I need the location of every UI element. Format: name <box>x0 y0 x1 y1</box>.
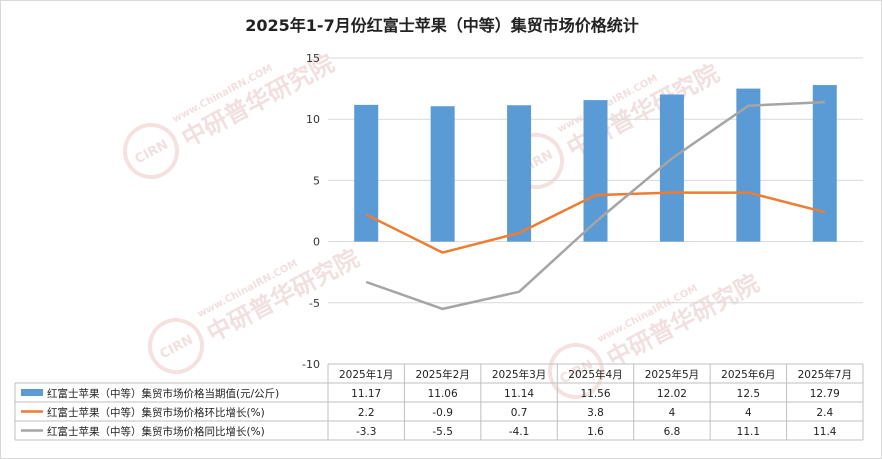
data-label: 12.02 <box>657 388 687 400</box>
legend-entry: 红富士苹果（中等）集贸市场价格同比增长(%) <box>47 425 265 438</box>
data-label: 2.2 <box>358 407 375 419</box>
chart-title: 2025年1-7月份红富士苹果（中等）集贸市场价格统计 <box>245 16 638 35</box>
data-label: 11.1 <box>737 426 760 438</box>
data-label: 11.4 <box>813 426 837 438</box>
y-tick-label: 10 <box>306 113 320 126</box>
watermark-logo-ring <box>148 318 204 374</box>
data-label: 4 <box>669 407 676 419</box>
data-label: 11.06 <box>428 388 458 400</box>
y-tick-label: -5 <box>309 297 320 310</box>
y-tick-label: 15 <box>306 52 320 65</box>
bar <box>736 88 761 242</box>
y-tick-label: -10 <box>302 358 320 371</box>
data-table: 2025年1月 2025年2月 2025年3月 2025年4月 2025年5月 2025年… <box>14 363 864 441</box>
x-tick-label: 2025年3月 <box>492 368 546 381</box>
x-tick-label: 2025年4月 <box>568 368 622 381</box>
data-label: -0.9 <box>432 407 453 419</box>
bar <box>507 105 532 242</box>
data-label: 11.56 <box>580 388 610 400</box>
data-label: 4 <box>745 407 752 419</box>
bar <box>812 85 837 242</box>
data-label: 3.8 <box>587 407 604 419</box>
watermark-logo-text: CIRN <box>158 332 196 362</box>
legend-entry: 红富士苹果（中等）集贸市场价格当期值(元/公斤) <box>47 387 279 400</box>
data-label: -4.1 <box>509 426 530 438</box>
x-tick-label: 2025年7月 <box>798 368 852 381</box>
x-tick-label: 2025年1月 <box>339 368 393 381</box>
data-label: -5.5 <box>432 426 453 438</box>
data-label: 6.8 <box>664 426 681 438</box>
data-label: 1.6 <box>587 426 604 438</box>
x-tick-label: 2025年2月 <box>415 368 469 381</box>
legend-entry: 红富士苹果（中等）集贸市场价格环比增长(%) <box>47 406 265 419</box>
x-tick-label: 2025年6月 <box>721 368 775 381</box>
y-tick-label: 5 <box>313 174 320 187</box>
data-label: 0.7 <box>511 407 528 419</box>
data-label: 12.5 <box>737 388 760 400</box>
bar <box>583 100 608 242</box>
gridlines: 15 10 5 0 -5 -10 <box>302 52 863 371</box>
data-label: -3.3 <box>356 426 377 438</box>
y-tick-label: 0 <box>313 236 320 249</box>
data-label: 12.79 <box>810 388 840 400</box>
bar <box>354 104 379 242</box>
bar <box>659 94 684 242</box>
data-label: 11.17 <box>351 388 381 400</box>
watermark-logo-ring <box>123 123 179 179</box>
data-label: 11.14 <box>504 388 534 400</box>
legend-swatch <box>21 389 43 396</box>
watermark-logo-text: CIRN <box>133 137 171 167</box>
data-label: 2.4 <box>816 407 833 419</box>
x-tick-label: 2025年5月 <box>645 368 699 381</box>
bar <box>430 106 455 242</box>
